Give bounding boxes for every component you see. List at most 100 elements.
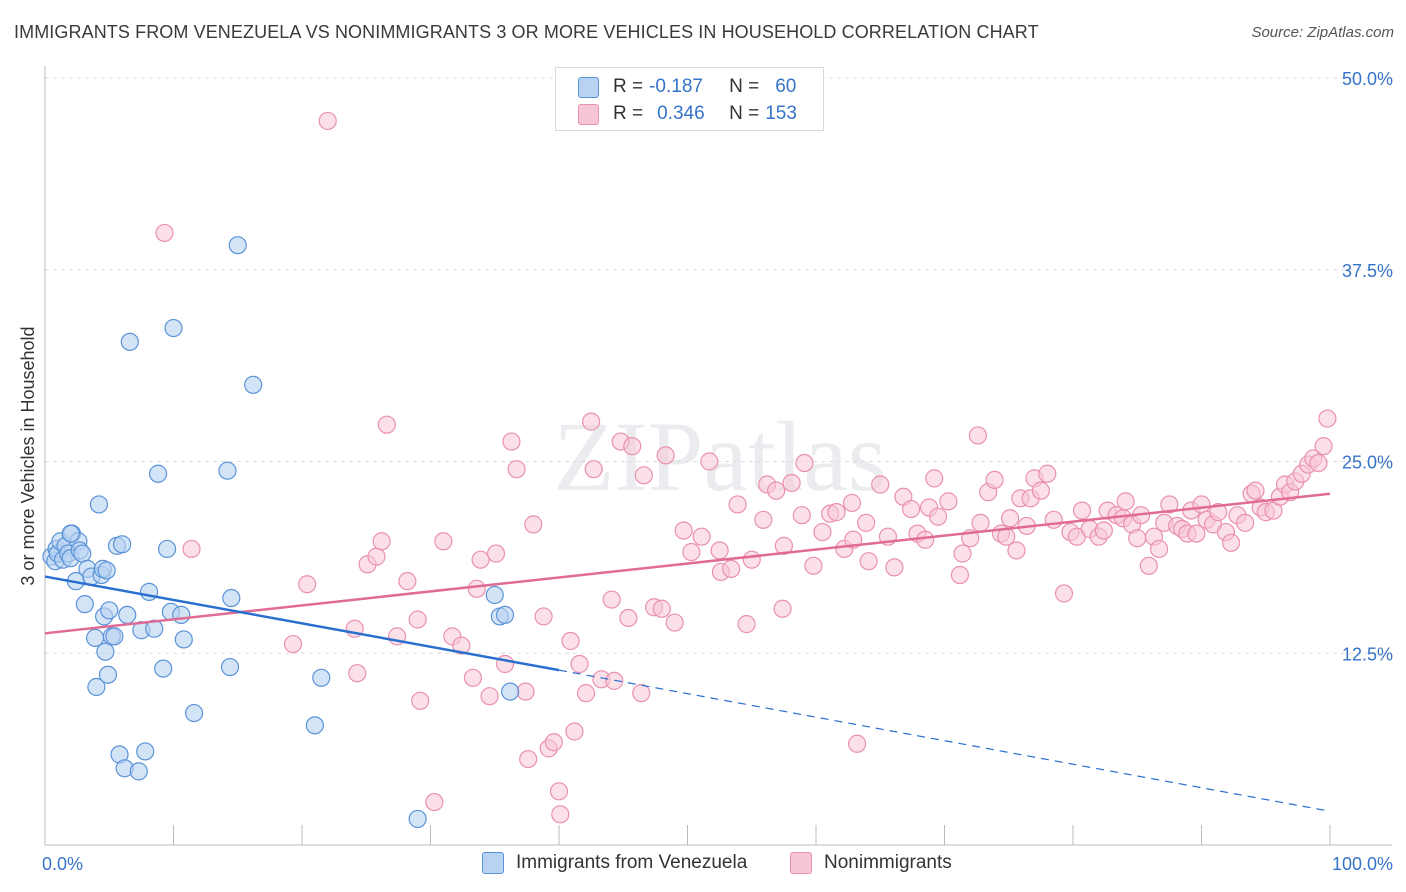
nonimmigrant-point — [1187, 524, 1206, 543]
nonimmigrant-point — [534, 607, 553, 626]
legend-item-venezuela[interactable]: Immigrants from Venezuela — [482, 852, 747, 874]
nonimmigrant-point — [1149, 539, 1169, 559]
tick-labels: 12.5% 25.0% 37.5% 50.0% 0.0% 100.0% — [42, 69, 1393, 874]
nonimmigrant-point — [182, 539, 201, 559]
n-value: 153 — [765, 103, 797, 124]
nonimmigrant-point — [283, 634, 303, 654]
venezuela-points — [42, 236, 520, 829]
venezuela-point — [98, 665, 118, 684]
nonimmigrant-point — [398, 572, 417, 591]
nonimmigrant-point — [1038, 464, 1057, 483]
n-value: 60 — [775, 76, 797, 97]
nonimmigrant-point — [848, 734, 867, 753]
watermark: ZIPatlas — [553, 401, 886, 512]
venezuela-point — [172, 605, 191, 625]
venezuela-point — [154, 659, 173, 678]
nonimmigrant-point — [524, 515, 543, 534]
nonimmigrant-point — [827, 503, 846, 522]
nonimmigrant-point — [576, 684, 596, 703]
nonimmigrant-point — [155, 223, 174, 243]
nonimmigrant-point — [722, 559, 741, 578]
correlation-legend: R = -0.187 N = 60 R = 0.346 N = 153 — [555, 67, 824, 131]
venezuela-point — [244, 375, 263, 394]
nonimmigrant-point — [544, 733, 563, 752]
nonimmigrant-point — [507, 460, 526, 479]
venezuela-point — [305, 716, 324, 735]
nonimmigrant-point — [377, 415, 396, 434]
venezuela-point — [218, 461, 237, 480]
nonimmigrant-point — [1128, 529, 1147, 548]
venezuela-point — [100, 601, 119, 620]
nonimmigrant-point — [1031, 481, 1050, 500]
nonimmigrant-point — [434, 532, 453, 551]
nonimmigrant-point — [408, 610, 427, 629]
nonimmigrant-point — [871, 475, 890, 494]
nonimmigrant-point — [656, 446, 675, 465]
nonimmigrant-point — [619, 608, 638, 628]
venezuela-point — [164, 318, 183, 338]
nonimmigrant-point — [1160, 495, 1179, 514]
nonimmigrant-point — [950, 565, 970, 585]
nonimmigrant-point — [1314, 437, 1333, 456]
pink-swatch — [578, 103, 599, 125]
venezuela-point — [312, 668, 331, 687]
venezuela-point — [105, 627, 124, 646]
nonimmigrant-point — [916, 530, 935, 549]
nonimmigrant-point — [1054, 584, 1074, 603]
nonimmigrant-point — [463, 668, 483, 687]
nonimmigrant-point — [767, 481, 786, 500]
legend-label-nonimmigrants: Nonimmigrants — [824, 852, 952, 873]
nonimmigrant-point — [1246, 481, 1265, 500]
nonimmigrant-point — [1221, 533, 1241, 552]
nonimmigrant-point — [795, 453, 814, 473]
venezuela-point — [495, 605, 515, 625]
nonimmigrant-point — [971, 513, 990, 532]
pink-swatch — [790, 852, 812, 874]
nonimmigrant-point — [1192, 495, 1211, 514]
trend-lines — [44, 492, 1331, 812]
venezuela-point — [408, 809, 427, 829]
nonimmigrant-point — [367, 547, 386, 566]
venezuela-trend-extension — [558, 669, 1331, 812]
nonimmigrant-point — [561, 631, 580, 651]
venezuela-point — [184, 703, 204, 723]
nonimmigrant-point — [425, 792, 444, 812]
nonimmigrant-point — [652, 599, 671, 618]
venezuela-point — [96, 642, 115, 661]
nonimmigrant-point — [471, 550, 490, 569]
nonimmigrant-point — [1209, 503, 1228, 522]
nonimmigrant-point — [737, 615, 756, 634]
nonimmigrant-point — [885, 558, 904, 577]
legend-row-nonimmigrants: R = 0.346 N = 153 — [578, 102, 797, 126]
venezuela-point — [485, 585, 504, 605]
venezuela-point — [87, 677, 106, 697]
grid-lines — [45, 77, 1392, 654]
nonimmigrant-point — [774, 536, 793, 555]
y-tick-label: 50.0% — [1342, 69, 1393, 89]
venezuela-point — [157, 539, 177, 559]
legend-item-nonimmigrants[interactable]: Nonimmigrants — [790, 852, 952, 874]
x-tick-label: 100.0% — [1332, 854, 1393, 874]
r-label: R = — [613, 76, 644, 97]
nonimmigrant-point — [742, 550, 761, 569]
nonimmigrant-point — [318, 111, 337, 131]
venezuela-point — [61, 524, 80, 543]
legend-label-venezuela: Immigrants from Venezuela — [516, 852, 748, 873]
venezuela-point — [222, 588, 241, 608]
nonimmigrant-point — [792, 506, 811, 525]
nonimmigrant-point — [665, 613, 684, 632]
nonimmigrant-point — [1094, 521, 1113, 540]
nonimmigrant-point — [674, 521, 693, 540]
nonimmigrant-point — [1309, 453, 1328, 473]
nonimmigrant-point — [549, 782, 569, 801]
nonimmigrant-point — [634, 466, 653, 485]
nonimmigrant-point — [1000, 509, 1020, 528]
blue-swatch — [482, 852, 504, 874]
nonimmigrant-point — [859, 552, 878, 571]
venezuela-point — [129, 762, 148, 781]
venezuela-point — [73, 544, 92, 563]
venezuela-trend-line — [44, 575, 560, 672]
nonimmigrant-point — [692, 527, 711, 546]
nonimmigrant-point — [754, 510, 773, 529]
y-tick-label: 37.5% — [1342, 261, 1393, 281]
